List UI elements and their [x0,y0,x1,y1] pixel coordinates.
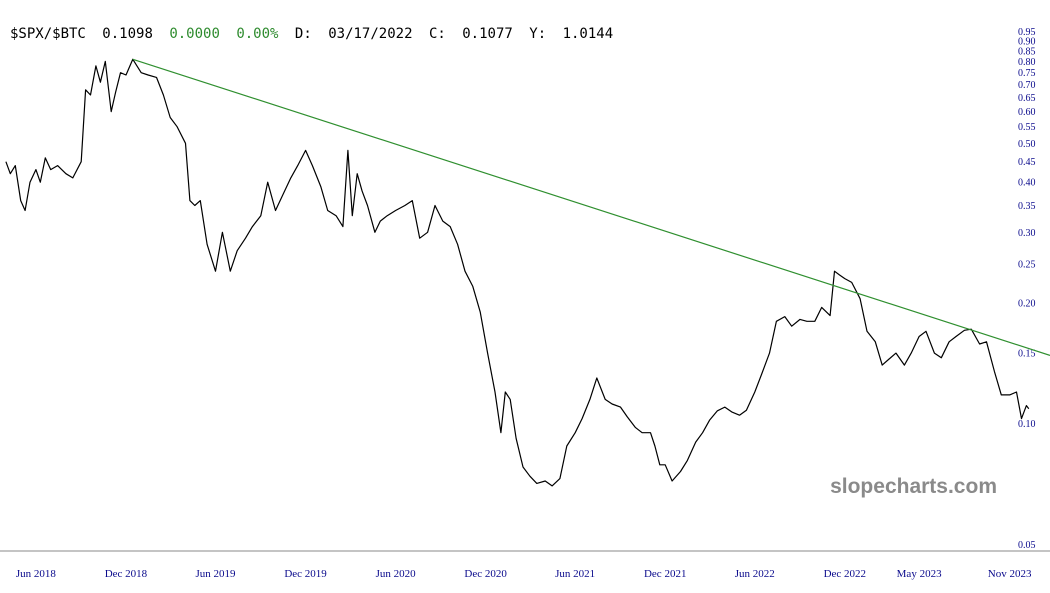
x-tick-label: Dec 2020 [464,568,507,580]
watermark: slopecharts.com [830,475,997,498]
x-axis: Jun 2018 Dec 2018 Jun 2019 Dec 2019 Jun 2020… [0,550,1050,580]
y-tick-label: 0.60 [1018,107,1036,118]
y-tick-label: 0.05 [1018,540,1036,551]
y-tick-label: 0.15 [1018,349,1036,360]
close-value: 0.1077 [462,26,513,42]
y-tick-label: 0.55 [1018,122,1036,133]
trend-line [132,58,1050,356]
y-label: Y: [529,26,546,42]
y-tick-label: 0.80 [1018,57,1036,68]
y-tick-label: 0.95 [1018,27,1036,38]
plot-area[interactable] [5,58,1050,487]
x-tick-label: Dec 2018 [105,568,148,580]
y-tick-label: 0.50 [1018,139,1036,150]
y-tick-label: 0.40 [1018,178,1036,189]
x-tick-label: Dec 2019 [284,568,327,580]
x-tick-label: Jun 2022 [735,568,775,580]
y-tick-label: 0.35 [1018,201,1036,212]
x-tick-label: May 2023 [897,568,942,580]
x-tick-label: Jun 2019 [195,568,236,580]
x-tick-label: Jun 2018 [16,568,57,580]
y-tick-label: 0.25 [1018,260,1036,271]
x-tick-label: Nov 2023 [988,568,1032,580]
x-tick-label: Dec 2021 [644,568,686,580]
y-tick-label: 0.70 [1018,80,1036,91]
price-value: 0.1098 [102,26,153,42]
y-tick-label: 0.85 [1018,46,1036,57]
y-tick-label: 0.65 [1018,93,1036,104]
y-axis: 0.05 0.10 0.15 0.20 0.25 0.30 0.35 0.40 0.45 0.50… [1018,27,1036,551]
y-tick-label: 0.20 [1018,298,1036,309]
date-label: D: [295,26,312,42]
y-tick-label: 0.30 [1018,228,1036,239]
x-tick-label: Jun 2020 [376,568,417,580]
change-value: 0.0000 [169,26,220,42]
symbol-label: $SPX/$BTC [10,26,86,42]
y-tick-label: 0.10 [1018,419,1036,430]
x-tick-label: Dec 2022 [824,568,866,580]
close-label: C: [429,26,446,42]
y-tick-label: 0.45 [1018,157,1036,168]
y-value: 1.0144 [563,26,614,42]
price-line [5,58,1030,487]
chart-header: $SPX/$BTC 0.1098 0.0000 0.00% D: 03/17/2… [10,26,613,42]
change-percent: 0.00% [236,26,279,42]
y-tick-label: 0.75 [1018,68,1036,79]
x-tick-label: Jun 2021 [555,568,595,580]
date-value: 03/17/2022 [328,26,412,42]
y-tick-label: 0.90 [1018,36,1036,47]
